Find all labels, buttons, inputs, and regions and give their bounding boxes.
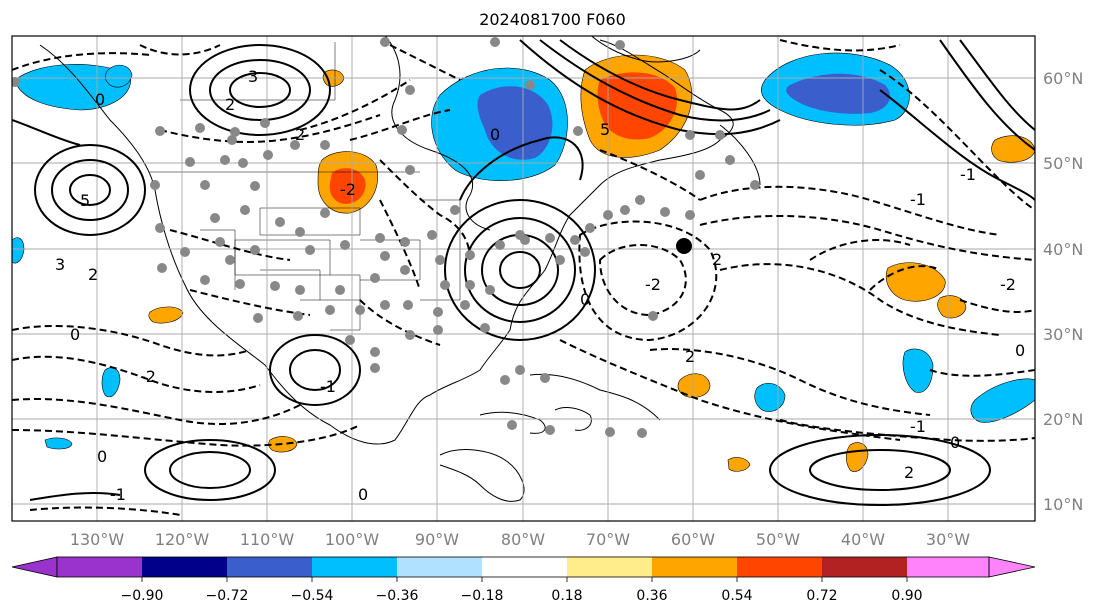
state-borders xyxy=(150,42,461,331)
lon-label: 90°W xyxy=(415,530,459,549)
contour-label: 0 xyxy=(490,125,500,144)
colorbar-tick-label: −0.72 xyxy=(206,588,249,604)
contour-label: -1 xyxy=(320,377,336,396)
colorbar: −0.90 −0.72 −0.54 −0.36 −0.18 0.18 0.36 … xyxy=(11,556,1036,604)
colorbar-segment xyxy=(57,557,142,577)
colorbar-tick-label: −0.18 xyxy=(461,588,504,604)
lat-label: 50°N xyxy=(1043,154,1083,173)
contour-label: -2 xyxy=(1000,275,1016,294)
contour-label: 0 xyxy=(70,325,80,344)
contour-label: 2 xyxy=(225,95,235,114)
colorbar-segment xyxy=(907,557,989,577)
dashed-contours xyxy=(12,39,1035,516)
contour-label: 2 xyxy=(295,125,305,144)
lat-label: 60°N xyxy=(1043,69,1083,88)
positive-anomaly-sw xyxy=(148,306,184,324)
contour-label: 2 xyxy=(88,265,98,284)
colorbar-tick-label: −0.54 xyxy=(291,588,334,604)
negative-anomaly-mid xyxy=(754,382,786,412)
positive-anomaly-atl2 xyxy=(677,373,711,398)
contour-label: -1 xyxy=(910,417,926,436)
lon-label: 80°W xyxy=(501,530,545,549)
lat-label: 20°N xyxy=(1043,410,1083,429)
positive-anomaly-bermuda xyxy=(991,135,1035,163)
colorbar-extend-low xyxy=(11,556,58,578)
contour-label: -1 xyxy=(960,165,976,184)
lat-label: 40°N xyxy=(1043,240,1083,259)
contour-label: -2 xyxy=(340,180,356,199)
negative-anomaly-ne xyxy=(970,378,1035,423)
colorbar-segment xyxy=(737,557,822,577)
colorbar-segment xyxy=(397,557,482,577)
colorbar-segment xyxy=(652,557,737,577)
lon-label: 30°W xyxy=(926,530,970,549)
colorbar-segment xyxy=(482,557,567,577)
colorbar-tick-label: −0.36 xyxy=(376,588,419,604)
colorbar-tick-label: −0.90 xyxy=(121,588,164,604)
lon-label: 60°W xyxy=(671,530,715,549)
lon-label: 40°W xyxy=(841,530,885,549)
map-frame xyxy=(11,35,1036,522)
colorbar-segment xyxy=(312,557,397,577)
lon-label: 100°W xyxy=(325,530,380,549)
positive-anomaly-mex xyxy=(268,436,298,453)
negative-anomaly-alaska xyxy=(14,64,131,111)
negative-anomaly-caribbean xyxy=(902,348,934,393)
storm-marker xyxy=(676,238,692,254)
lon-label: 110°W xyxy=(240,530,295,549)
lon-label: 120°W xyxy=(155,530,210,549)
lat-label: 30°N xyxy=(1043,325,1083,344)
colorbar-segment xyxy=(822,557,907,577)
shaded-anomalies xyxy=(12,52,1035,472)
colorbar-tick-label: 0.18 xyxy=(551,588,582,604)
contour-label: 3 xyxy=(248,67,258,86)
contour-label: 0 xyxy=(1015,341,1025,360)
positive-anomaly-plains-core xyxy=(329,168,366,204)
contour-label: 3 xyxy=(55,255,65,274)
positive-anomaly-azores xyxy=(937,295,967,319)
contour-label: 2 xyxy=(685,347,695,366)
positive-anomaly-atlantic xyxy=(885,262,946,302)
contour-label: 5 xyxy=(80,191,90,210)
colorbar-extend-high xyxy=(988,556,1036,578)
contour-label: 0 xyxy=(97,447,107,466)
negative-anomaly-pacific-edge xyxy=(12,237,25,264)
contour-label: -2 xyxy=(140,367,156,386)
map-title: 2024081700 F060 xyxy=(479,10,626,29)
longitude-labels: 130°W 120°W 110°W 100°W 90°W 80°W 70°W 6… xyxy=(70,530,970,549)
lat-label: 10°N xyxy=(1043,495,1083,514)
contour-label: 0 xyxy=(580,290,590,309)
contour-label: -1 xyxy=(110,485,126,504)
positive-anomaly-ne-small xyxy=(727,457,751,472)
colorbar-tick-label: 0.36 xyxy=(636,588,667,604)
lon-label: 130°W xyxy=(70,530,125,549)
contour-label: -1 xyxy=(910,190,926,209)
negative-anomaly-pac xyxy=(44,437,73,450)
contour-label: 0 xyxy=(358,485,368,504)
contour-label: 2 xyxy=(904,463,914,482)
colorbar-tick-label: 0.90 xyxy=(891,588,922,604)
colorbar-tick-label: 0.72 xyxy=(806,588,837,604)
contour-label: 5 xyxy=(600,120,610,139)
colorbar-segment xyxy=(142,557,227,577)
contour-labels: 3 2 0 2 -2 0 5 -2 -1 -2 2 -1 0 -2 0 -1 0… xyxy=(55,67,1025,504)
station-dots xyxy=(12,37,760,438)
negative-anomaly-alaska2 xyxy=(104,64,133,88)
colorbar-segment xyxy=(567,557,652,577)
lon-label: 50°W xyxy=(756,530,800,549)
colorbar-segment xyxy=(227,557,312,577)
coastlines xyxy=(39,36,761,502)
colorbar-tick-label: 0.54 xyxy=(721,588,752,604)
contour-label: 0 xyxy=(950,433,960,452)
contour-label: 0 xyxy=(95,90,105,109)
solid-contours xyxy=(12,39,1035,506)
contour-label: -2 xyxy=(645,275,661,294)
negative-anomaly-greenland-core xyxy=(786,73,890,114)
lon-label: 70°W xyxy=(586,530,630,549)
latitude-labels: 60°N 50°N 40°N 30°N 20°N 10°N xyxy=(1043,69,1083,514)
contour-label: 2 xyxy=(712,250,722,269)
